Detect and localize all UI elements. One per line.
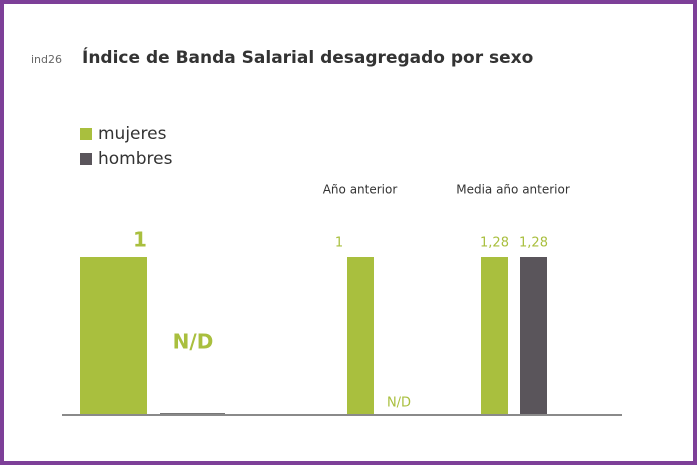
legend-label: mujeres (98, 124, 167, 144)
chart-title: Índice de Banda Salarial desagregado por… (82, 46, 533, 68)
value-label: 1,28 (480, 236, 509, 251)
bar (481, 257, 508, 415)
bar (347, 257, 374, 415)
indicator-id: ind26 (31, 53, 62, 66)
value-label: 1 (133, 228, 147, 252)
bar (80, 257, 147, 415)
legend-swatch (80, 153, 92, 165)
category-label: Media año anterior (456, 183, 570, 197)
value-label: 1 (335, 236, 343, 251)
category-label: Año anterior (323, 183, 398, 197)
value-label: N/D (387, 396, 411, 411)
bar (520, 257, 547, 415)
legend-swatch (80, 128, 92, 140)
value-label: N/D (173, 330, 214, 354)
legend-label: hombres (98, 149, 173, 169)
value-label: 1,28 (519, 236, 548, 251)
